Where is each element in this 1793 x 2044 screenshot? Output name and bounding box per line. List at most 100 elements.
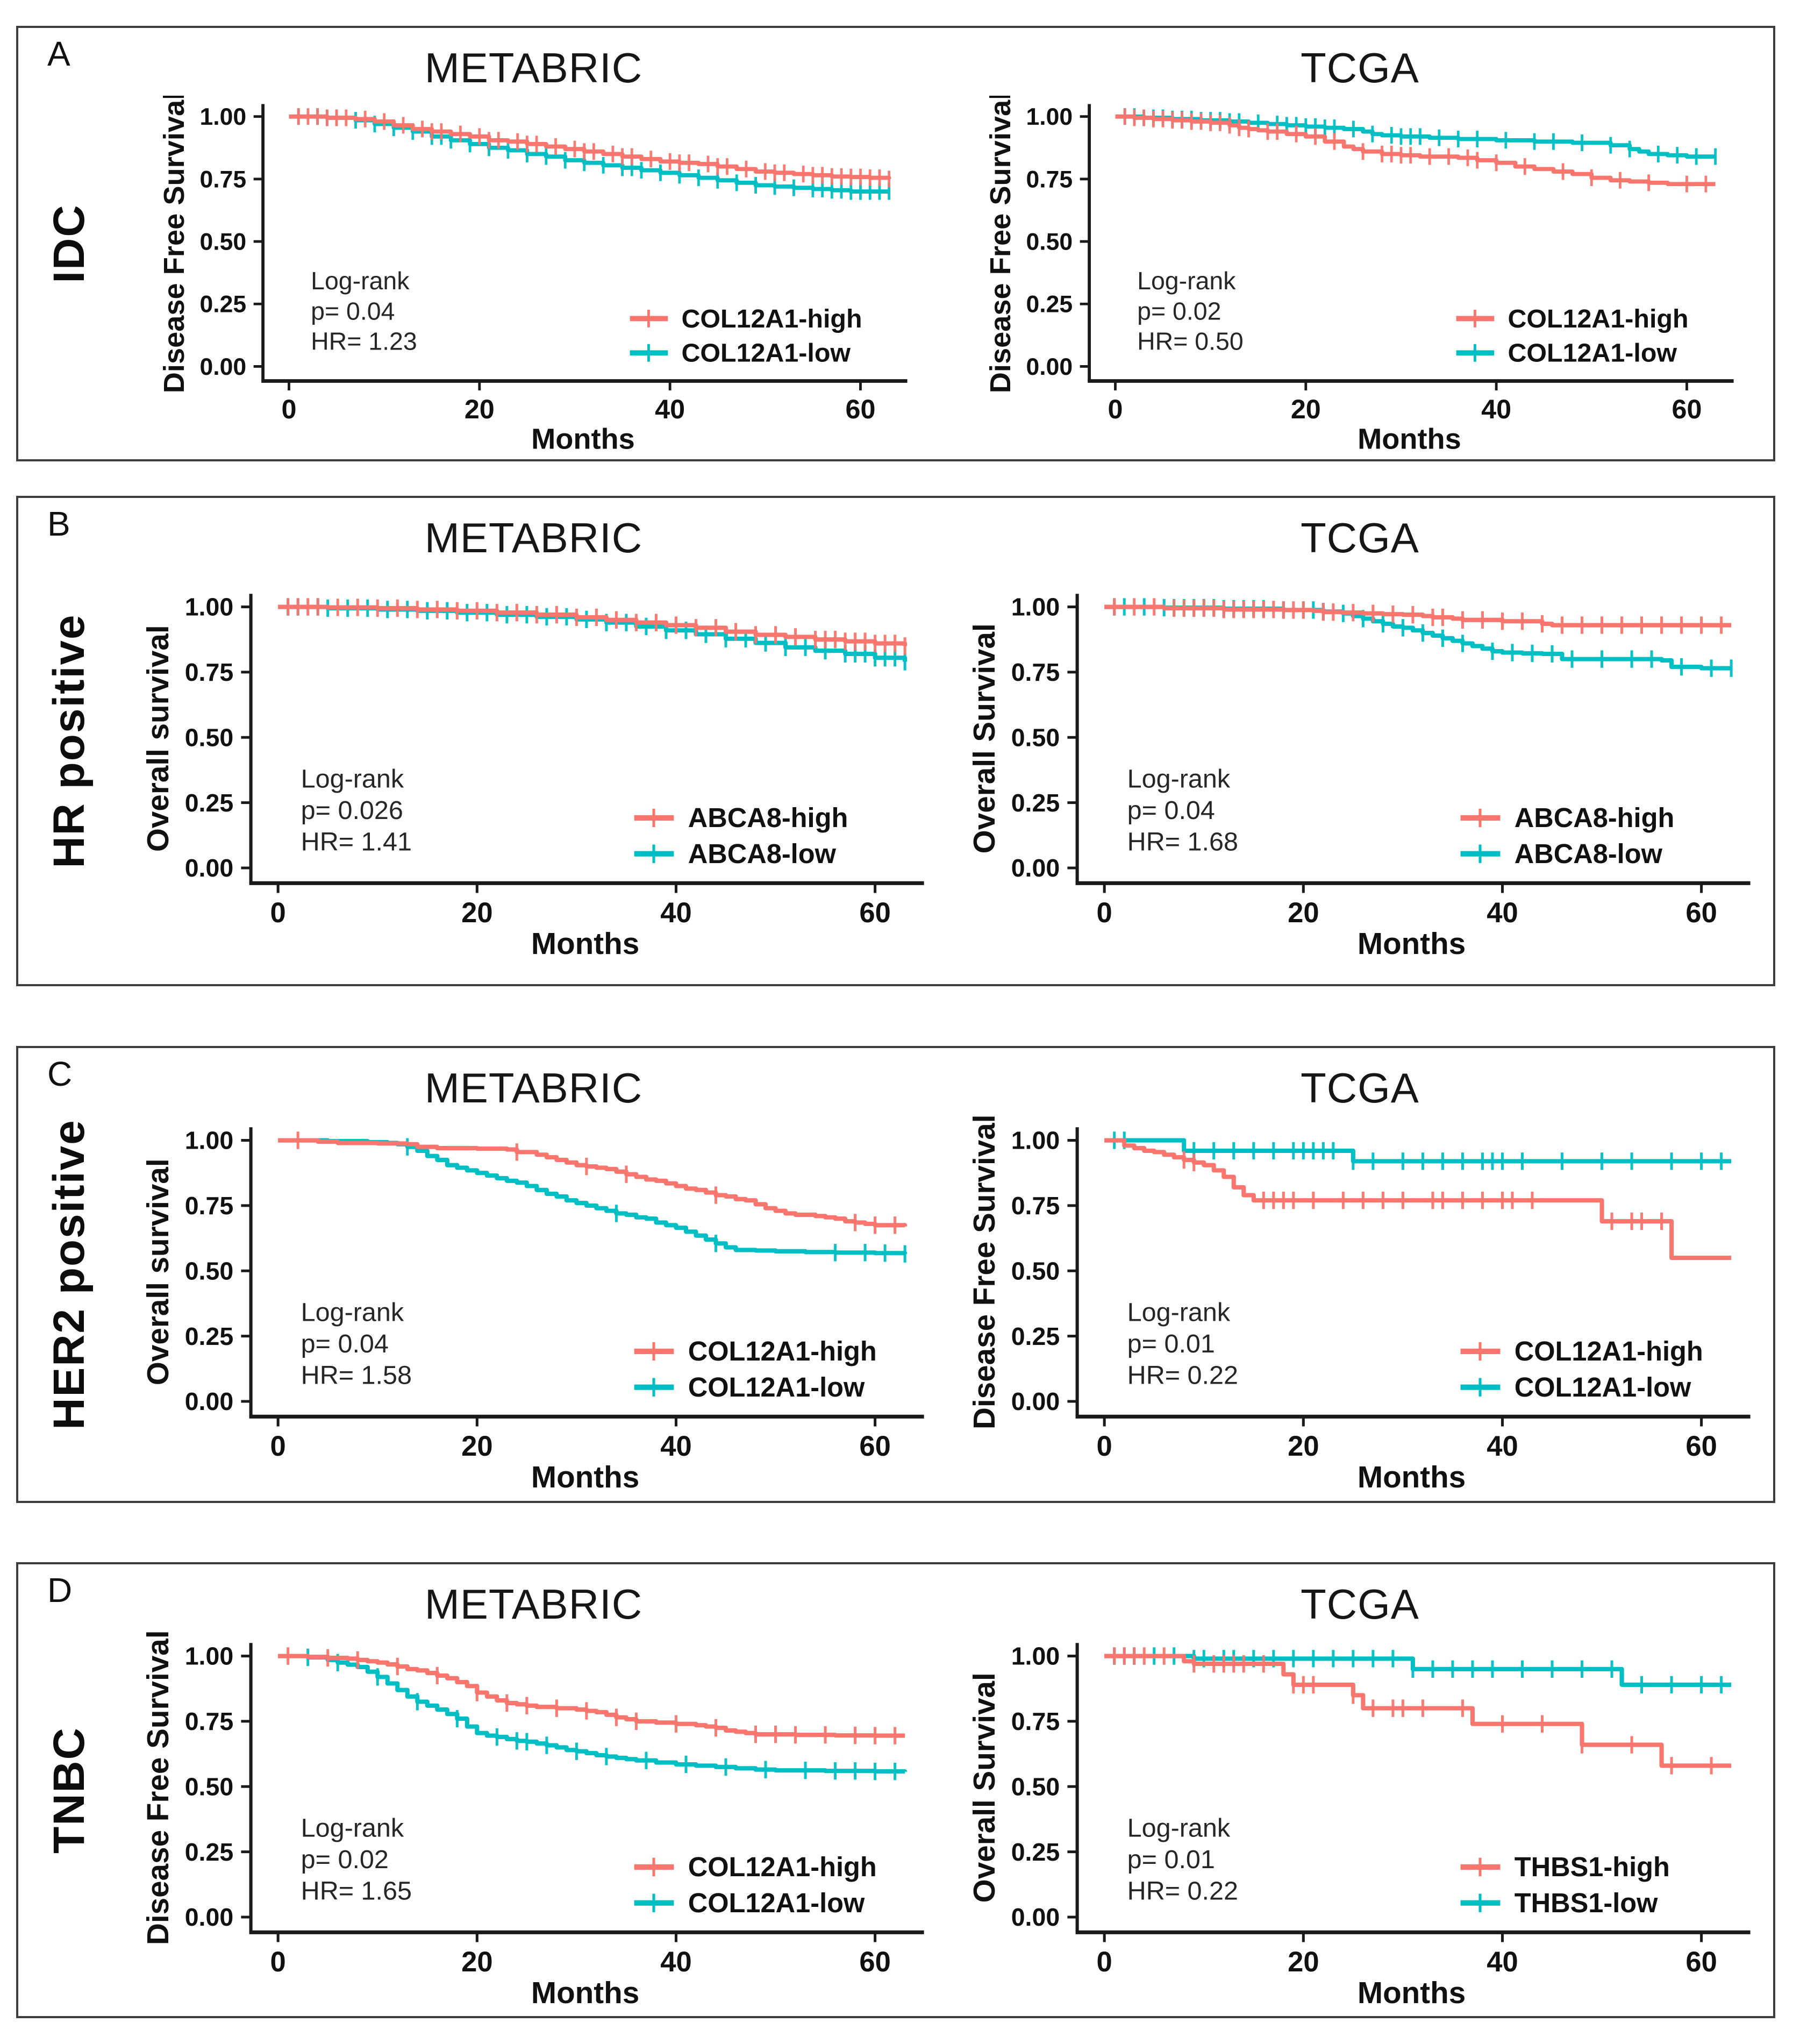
x-tick-label: 0 <box>1097 897 1112 929</box>
axes: 0.00 0.25 0.50 0.75 1.00 0 20 40 60 <box>185 1127 924 1462</box>
km-curve <box>1104 1654 1732 1687</box>
y-tick-label: 0.00 <box>1011 1903 1060 1931</box>
panel-D-charts: METABRIC 0.00 0.25 0.50 0.75 1.00 0 20 40 60 Dise… <box>120 1564 1773 2016</box>
legend: COL12A1-high COL12A1-low <box>1456 304 1689 368</box>
km-plot-svg: 0.00 0.25 0.50 0.75 1.00 0 20 40 60 Overall survi… <box>141 593 924 961</box>
row-label-zone: HER2 positive <box>18 1048 120 1501</box>
km-curve <box>1104 604 1732 628</box>
stats-line: HR= 1.41 <box>301 828 412 857</box>
stats-text: Log-rank p= 0.026 HR= 1.41 <box>301 764 412 856</box>
legend: COL12A1-high COL12A1-low <box>630 304 862 368</box>
km-plot-idc-tcga: 0.00 0.25 0.50 0.75 1.00 0 20 40 60 Disease Free … <box>952 96 1768 455</box>
km-plot-svg: 0.00 0.25 0.50 0.75 1.00 0 20 40 60 Disease Free … <box>141 1632 924 2010</box>
km-plot-hrpos-tcga: 0.00 0.25 0.50 0.75 1.00 0 20 40 60 Overall Survi… <box>952 566 1768 980</box>
x-tick-label: 20 <box>461 1430 492 1462</box>
y-tick-label: 0.75 <box>199 166 246 193</box>
km-plot-hrpos-metabric: 0.00 0.25 0.50 0.75 1.00 0 20 40 60 Overall survi… <box>126 566 941 980</box>
panel-B: B HR positive METABRIC 0.00 0.25 0.50 0.75 1… <box>16 496 1775 986</box>
stats-line: p= 0.02 <box>1137 297 1221 325</box>
x-tick-label: 60 <box>859 1946 890 1978</box>
x-axis-label: Months <box>531 1976 639 2010</box>
y-tick-label: 1.00 <box>185 593 234 621</box>
legend-label: COL12A1-high <box>1508 304 1688 333</box>
y-tick-label: 0.25 <box>199 291 246 318</box>
km-series-ABCA8-high <box>278 598 908 655</box>
row-label-her2-positive: HER2 positive <box>45 1119 94 1430</box>
x-tick-label: 0 <box>1097 1946 1112 1978</box>
legend-label: THBS1-high <box>1515 1851 1670 1882</box>
y-tick-label: 0.25 <box>185 1322 234 1350</box>
x-tick-label: 40 <box>660 1430 691 1462</box>
legend: ABCA8-high ABCA8-low <box>1460 802 1674 869</box>
km-plot-svg: 0.00 0.25 0.50 0.75 1.00 0 20 40 60 Disease Free … <box>968 1116 1751 1494</box>
y-axis-label: Overall survival <box>141 1158 175 1385</box>
legend-label: ABCA8-high <box>688 802 848 833</box>
y-axis-label: Disease Free Survival <box>158 96 190 393</box>
row-label-hr-positive: HR positive <box>45 614 94 868</box>
km-series-COL12A1-low <box>278 1648 908 1781</box>
row-label-zone: HR positive <box>18 498 120 984</box>
row-label-zone: IDC <box>18 28 120 459</box>
y-tick-label: 1.00 <box>185 1642 234 1670</box>
km-plot-her2pos-metabric: 0.00 0.25 0.50 0.75 1.00 0 20 40 60 Overall survi… <box>126 1116 941 1497</box>
y-tick-label: 0.50 <box>1011 1772 1060 1800</box>
stats-line: HR= 0.22 <box>1127 1361 1238 1390</box>
km-curve <box>1104 1654 1732 1768</box>
axes: 0.00 0.25 0.50 0.75 1.00 0 20 40 60 <box>1011 1127 1751 1462</box>
chart-title-tcga: TCGA <box>1301 1580 1419 1628</box>
stats-line: p= 0.01 <box>1127 1329 1215 1358</box>
legend-label: ABCA8-low <box>1515 838 1663 869</box>
km-plot-svg: 0.00 0.25 0.50 0.75 1.00 0 20 40 60 Disease Free … <box>984 96 1734 455</box>
x-tick-label: 60 <box>1685 897 1717 929</box>
legend-label: COL12A1-low <box>1515 1372 1691 1402</box>
x-axis-label: Months <box>531 423 635 455</box>
x-tick-label: 60 <box>859 1430 890 1462</box>
panel-letter-B: B <box>47 504 70 543</box>
km-curve <box>278 1138 908 1256</box>
y-tick-label: 1.00 <box>199 104 246 130</box>
km-plot-tnbc-metabric: 0.00 0.25 0.50 0.75 1.00 0 20 40 60 Disease Free … <box>126 1632 941 2012</box>
chart-cell-her2pos-tcga: TCGA 0.00 0.25 0.50 0.75 1.00 0 20 40 60 Disease … <box>947 1048 1773 1501</box>
y-tick-label: 0.75 <box>185 658 234 686</box>
legend-label: COL12A1-high <box>681 304 862 333</box>
x-tick-label: 60 <box>1685 1430 1717 1462</box>
km-curve <box>278 604 908 646</box>
x-tick-label: 0 <box>1108 394 1123 424</box>
x-tick-label: 20 <box>465 394 495 424</box>
y-tick-label: 0.75 <box>1026 166 1073 193</box>
y-tick-label: 0.75 <box>1011 658 1060 686</box>
y-tick-label: 1.00 <box>1011 593 1060 621</box>
y-tick-label: 0.75 <box>185 1707 234 1735</box>
x-axis-label: Months <box>531 1461 639 1494</box>
legend-label: COL12A1-low <box>1508 339 1677 368</box>
axes: 0.00 0.25 0.50 0.75 1.00 0 20 40 60 <box>199 104 908 424</box>
stats-line: p= 0.02 <box>301 1845 389 1874</box>
stats-line: p= 0.04 <box>301 1329 389 1358</box>
chart-cell-hrpos-tcga: TCGA 0.00 0.25 0.50 0.75 1.00 0 20 40 60 Overall … <box>947 498 1773 984</box>
chart-cell-tnbc-metabric: METABRIC 0.00 0.25 0.50 0.75 1.00 0 20 40 60 Dise… <box>120 1564 947 2016</box>
y-axis-label: Overall Survival <box>968 623 1002 853</box>
legend-label: COL12A1-low <box>681 339 851 368</box>
x-tick-label: 0 <box>270 1430 286 1462</box>
stats-line: HR= 0.50 <box>1137 327 1244 355</box>
km-series-COL12A1-high <box>1104 1138 1732 1260</box>
x-tick-label: 60 <box>845 394 875 424</box>
stats-line: HR= 1.23 <box>311 327 417 355</box>
panel-A: A IDC METABRIC 0.00 0.25 0.50 0.75 1.00 0 20 40… <box>16 26 1775 461</box>
km-curve <box>278 1654 905 1738</box>
x-tick-label: 0 <box>281 394 296 424</box>
stats-line: Log-rank <box>1137 267 1236 295</box>
panel-D: D TNBC METABRIC 0.00 0.25 0.50 0.75 1.00 0 20 4… <box>16 1562 1775 2018</box>
y-tick-label: 0.75 <box>1011 1707 1060 1735</box>
chart-cell-idc-metabric: METABRIC 0.00 0.25 0.50 0.75 1.00 0 20 40 60 Dise… <box>120 28 947 459</box>
panel-C: C HER2 positive METABRIC 0.00 0.25 0.50 0.7… <box>16 1046 1775 1503</box>
stats-line: HR= 1.58 <box>301 1361 412 1390</box>
y-tick-label: 0.50 <box>185 1257 234 1285</box>
x-tick-label: 40 <box>1487 1430 1518 1462</box>
stats-line: p= 0.04 <box>1127 796 1215 825</box>
